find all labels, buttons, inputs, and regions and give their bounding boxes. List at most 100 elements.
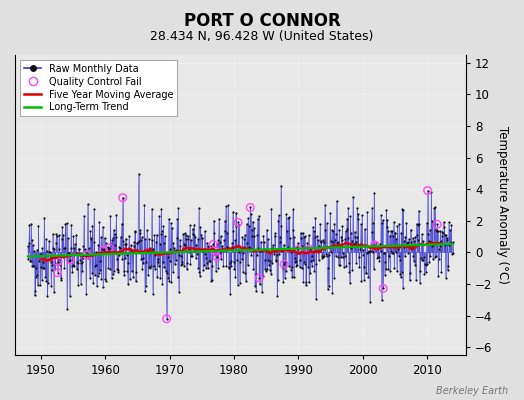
- Point: [436, 228, 444, 235]
- Point: [387, 250, 396, 256]
- Point: [194, 236, 202, 242]
- Point: [363, 250, 371, 256]
- Y-axis label: Temperature Anomaly (°C): Temperature Anomaly (°C): [496, 126, 509, 284]
- Point: [157, 206, 166, 212]
- Point: [440, 224, 448, 230]
- Point: [340, 253, 348, 259]
- Point: [36, 264, 45, 270]
- Point: [425, 259, 433, 265]
- Point: [427, 189, 435, 195]
- Point: [367, 229, 376, 235]
- Point: [191, 248, 199, 254]
- Point: [443, 267, 452, 273]
- Point: [380, 250, 388, 257]
- Point: [250, 232, 258, 239]
- Point: [40, 265, 48, 271]
- Point: [400, 244, 409, 250]
- Point: [129, 243, 138, 249]
- Point: [119, 238, 127, 244]
- Point: [225, 260, 234, 266]
- Point: [256, 248, 265, 254]
- Point: [415, 221, 423, 227]
- Point: [99, 224, 107, 230]
- Point: [85, 252, 93, 258]
- Point: [185, 222, 194, 228]
- Point: [362, 270, 370, 276]
- Point: [345, 269, 354, 276]
- Point: [255, 213, 263, 219]
- Point: [391, 249, 400, 255]
- Point: [430, 254, 439, 260]
- Point: [124, 281, 132, 288]
- Point: [220, 237, 228, 244]
- Point: [416, 268, 424, 274]
- Point: [170, 245, 178, 251]
- Point: [188, 253, 196, 259]
- Point: [272, 252, 281, 258]
- Point: [370, 242, 379, 248]
- Point: [389, 218, 398, 225]
- Point: [73, 260, 82, 266]
- Point: [142, 283, 150, 289]
- Point: [81, 253, 90, 259]
- Point: [145, 264, 153, 271]
- Point: [354, 211, 363, 217]
- Point: [412, 220, 421, 227]
- Point: [335, 262, 344, 268]
- Point: [233, 256, 241, 263]
- Point: [253, 252, 261, 258]
- Point: [227, 263, 235, 269]
- Point: [139, 260, 147, 266]
- Point: [396, 257, 404, 263]
- Point: [64, 250, 72, 256]
- Point: [388, 233, 397, 240]
- Point: [357, 221, 365, 227]
- Point: [293, 244, 301, 250]
- Point: [353, 205, 362, 211]
- Point: [247, 252, 256, 258]
- Point: [121, 255, 129, 261]
- Point: [39, 259, 48, 265]
- Point: [130, 228, 139, 234]
- Point: [107, 275, 116, 282]
- Point: [340, 264, 348, 270]
- Point: [120, 272, 128, 279]
- Point: [210, 217, 218, 224]
- Point: [32, 246, 41, 253]
- Point: [232, 223, 241, 229]
- Point: [255, 275, 264, 281]
- Point: [442, 236, 451, 243]
- Point: [282, 211, 290, 217]
- Point: [329, 228, 337, 235]
- Text: PORT O CONNOR: PORT O CONNOR: [183, 12, 341, 30]
- Point: [287, 263, 296, 270]
- Point: [345, 260, 353, 266]
- Point: [286, 267, 294, 273]
- Point: [57, 277, 66, 283]
- Point: [104, 265, 113, 271]
- Point: [152, 239, 160, 245]
- Point: [209, 252, 217, 258]
- Point: [94, 241, 103, 248]
- Point: [252, 271, 260, 277]
- Point: [309, 256, 318, 263]
- Point: [106, 265, 114, 272]
- Point: [206, 258, 214, 264]
- Point: [163, 254, 172, 260]
- Point: [427, 239, 435, 245]
- Point: [51, 266, 60, 272]
- Point: [347, 230, 355, 236]
- Point: [341, 236, 349, 242]
- Point: [429, 256, 437, 262]
- Point: [263, 266, 271, 273]
- Point: [58, 224, 67, 231]
- Point: [333, 239, 342, 245]
- Point: [234, 249, 243, 256]
- Point: [100, 247, 108, 254]
- Point: [84, 245, 93, 252]
- Point: [421, 269, 430, 276]
- Point: [282, 227, 291, 234]
- Point: [133, 239, 141, 246]
- Point: [239, 250, 247, 256]
- Point: [257, 247, 266, 253]
